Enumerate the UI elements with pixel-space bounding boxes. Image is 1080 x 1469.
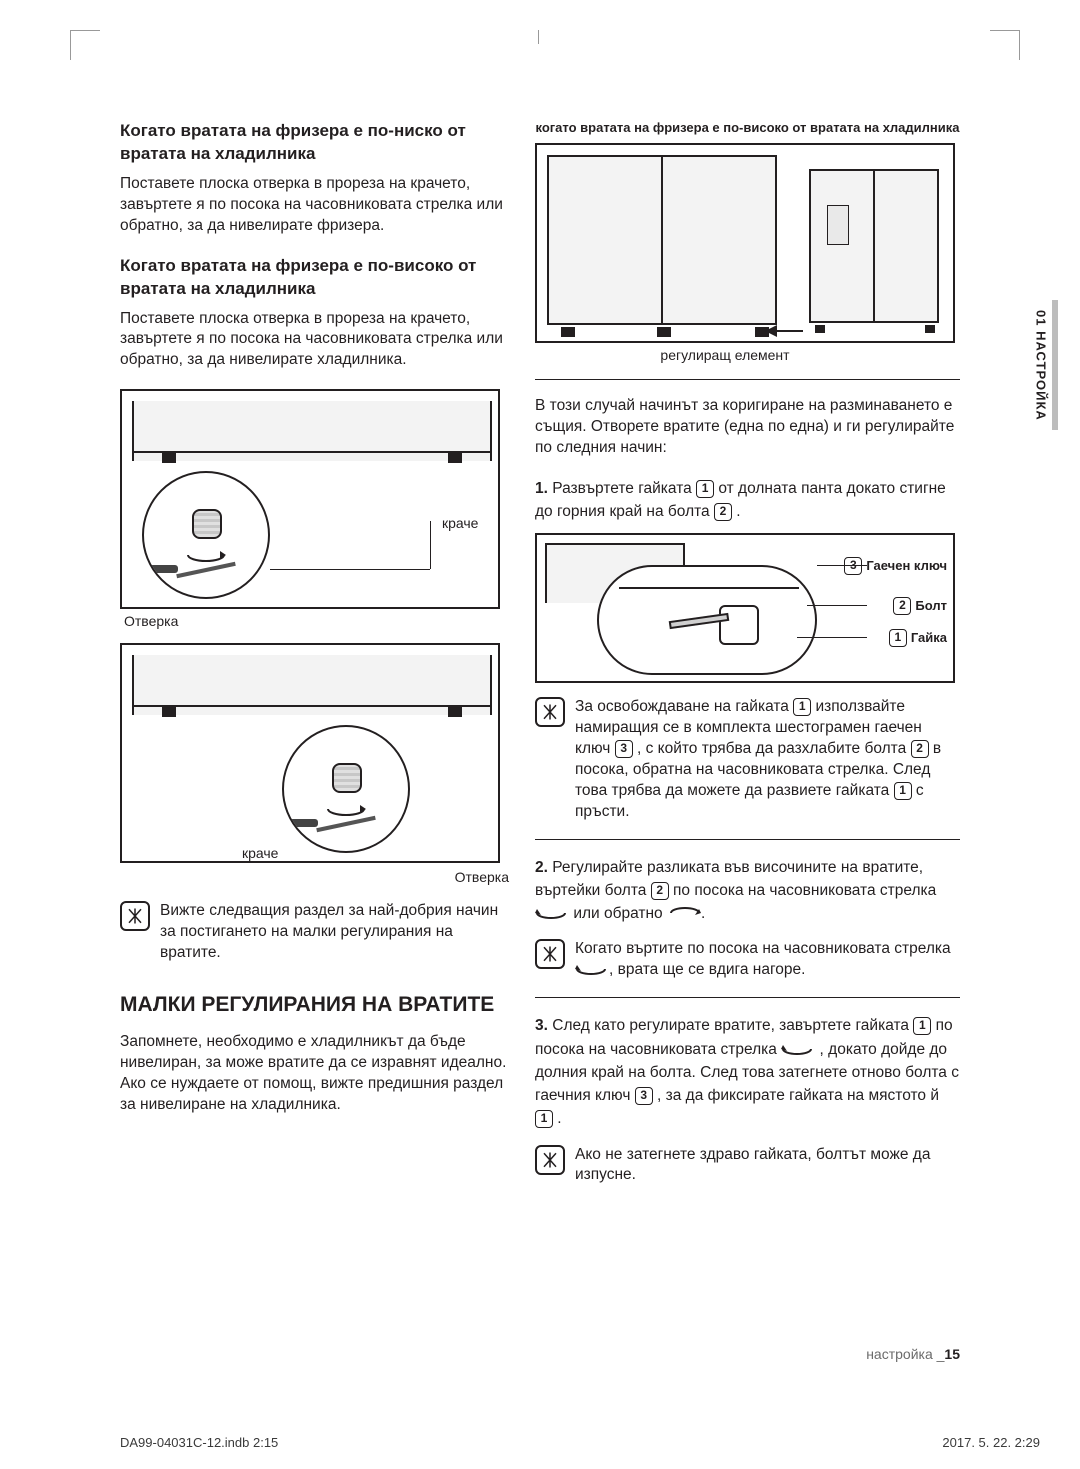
ccw-arrow-icon xyxy=(667,905,701,921)
right-intro: В този случай начинът за коригиране на р… xyxy=(535,396,960,459)
step1-a: Развъртете гайката xyxy=(552,480,696,497)
label-leg-a: краче xyxy=(442,515,478,531)
label-leg-b: краче xyxy=(242,845,278,861)
note-r2: Когато въртите по посока на часовниковат… xyxy=(535,939,960,981)
print-footer: DA99-04031C-12.indb 2:15 2017. 5. 22. 2:… xyxy=(120,1435,1040,1450)
step-3: 3. След като регулирате вратите, завърте… xyxy=(535,1014,960,1130)
label-screwdriver-b: Отверка xyxy=(455,869,509,885)
subhead-2: Когато вратата на фризера е по-високо от… xyxy=(120,255,515,301)
step1-c: . xyxy=(732,503,741,520)
note-icon xyxy=(535,939,565,969)
section-intro: Запомнете, необходимо е хладилникът да б… xyxy=(120,1032,515,1116)
step-1: 1. Развъртете гайката 1 от долната панта… xyxy=(535,477,960,524)
note-left: Вижте следващия раздел за най-добрия нач… xyxy=(120,901,515,964)
figure-fridge-top xyxy=(535,143,955,343)
rotate-arrow-icon xyxy=(184,545,228,565)
print-left: DA99-04031C-12.indb 2:15 xyxy=(120,1435,278,1450)
part2: Болт xyxy=(915,598,947,613)
note-r3: Ако не затегнете здраво гайката, болтът … xyxy=(535,1145,960,1187)
divider-3 xyxy=(535,997,960,998)
divider-2 xyxy=(535,839,960,840)
adjuster-label: регулиращ елемент xyxy=(655,347,795,363)
subhead-1: Когато вратата на фризера е по-ниско от … xyxy=(120,120,515,166)
para-2: Поставете плоска отверка в прореза на кр… xyxy=(120,309,515,372)
figure-hinge: 3Гаечен ключ 2Болт 1Гайка xyxy=(535,533,955,683)
rotate-arrow-icon xyxy=(324,799,368,819)
section-title: МАЛКИ РЕГУЛИРАНИЯ НА ВРАТИТЕ xyxy=(120,992,515,1018)
note-left-text: Вижте следващия раздел за най-добрия нач… xyxy=(160,901,515,964)
step-2: 2. Регулирайте разликата във височините … xyxy=(535,856,960,926)
cw-arrow-icon xyxy=(535,905,569,921)
divider-1 xyxy=(535,379,960,380)
label-screwdriver-a: Отверка xyxy=(124,613,178,629)
cw-arrow-icon xyxy=(575,961,609,977)
note-r1-text: За освобождаване на гайката 1 използвайт… xyxy=(575,697,960,823)
note-r1: За освобождаване на гайката 1 използвайт… xyxy=(535,697,960,823)
part1: Гайка xyxy=(911,630,947,645)
note-r2-text: Когато въртите по посока на часовниковат… xyxy=(575,939,960,981)
left-column: Когато вратата на фризера е по-ниско от … xyxy=(120,120,515,1134)
note-icon xyxy=(535,1145,565,1175)
para-1: Поставете плоска отверка в прореза на кр… xyxy=(120,174,515,237)
page-body: Когато вратата на фризера е по-ниско от … xyxy=(120,120,960,1400)
print-right: 2017. 5. 22. 2:29 xyxy=(942,1435,1040,1450)
crop-mark-tr xyxy=(990,30,1020,60)
key-1: 1 xyxy=(696,480,714,498)
figure-top-title: когато вратата на фризера е по-високо от… xyxy=(535,120,960,137)
note-icon xyxy=(535,697,565,727)
figure-leg-right: краче xyxy=(120,643,500,863)
note-r3-text: Ако не затегнете здраво гайката, болтът … xyxy=(575,1145,960,1187)
cw-arrow-icon xyxy=(781,1041,815,1057)
key-2: 2 xyxy=(714,503,732,521)
page-footer: настройка _15 xyxy=(120,1346,960,1362)
side-tab: 01 НАСТРОЙКА xyxy=(1030,300,1052,430)
figure-leg-left: краче xyxy=(120,389,500,609)
note-icon xyxy=(120,901,150,931)
part3: Гаечен ключ xyxy=(866,558,947,573)
crop-mark-tl xyxy=(70,30,100,60)
arrow-left-icon xyxy=(765,325,779,337)
crop-mark-tc xyxy=(538,30,539,44)
right-column: когато вратата на фризера е по-високо от… xyxy=(535,120,960,1200)
